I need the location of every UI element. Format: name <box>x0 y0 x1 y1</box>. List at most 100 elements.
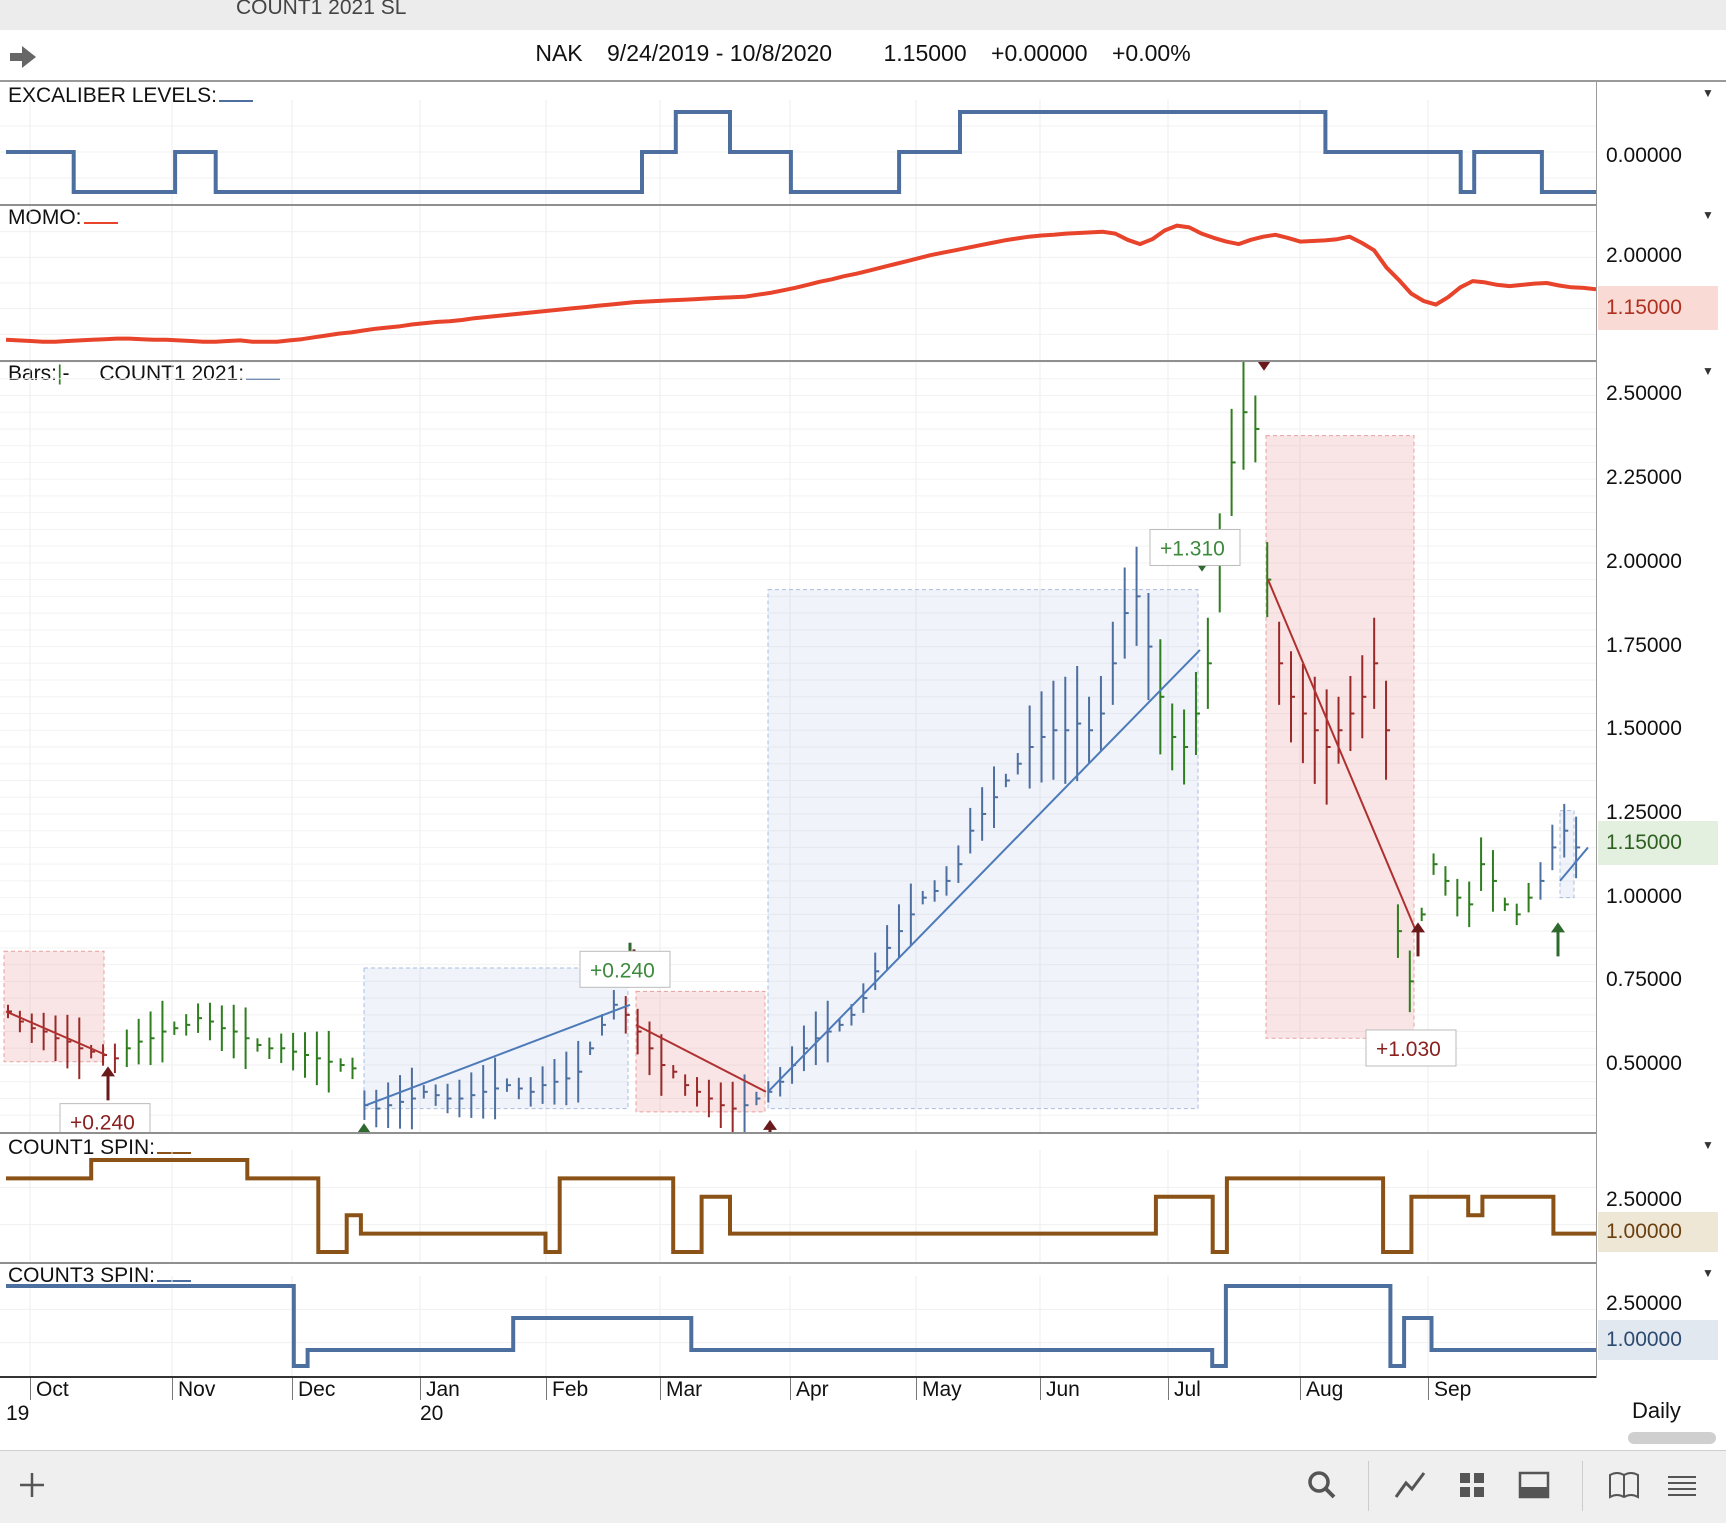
month-label: Sep <box>1434 1378 1472 1401</box>
month-label: Mar <box>666 1378 703 1401</box>
count3-line <box>6 1284 1596 1368</box>
month-tick <box>660 1378 661 1400</box>
count1-plot <box>0 1150 1596 1262</box>
bars-plot: +0.240 +0.240 +1.310 +1.030 <box>0 362 1596 1132</box>
month-label: Oct <box>36 1378 69 1401</box>
pane-divider[interactable] <box>0 1262 1596 1264</box>
momo-last-tag: 1.15000 <box>1598 286 1718 330</box>
month-tick <box>1300 1378 1301 1400</box>
trade-box <box>1559 810 1575 899</box>
menu-icon[interactable] <box>1662 1465 1702 1505</box>
trade-box <box>635 990 766 1113</box>
pl-annotation: +0.240 <box>590 959 655 982</box>
pane-divider[interactable] <box>0 360 1596 362</box>
excaliber-tick: 0.00000 <box>1606 144 1682 167</box>
momo-plot <box>0 206 1596 360</box>
month-tick <box>30 1378 31 1400</box>
book-icon[interactable] <box>1604 1465 1644 1505</box>
year-label: 20 <box>420 1402 444 1425</box>
month-label: Jun <box>1046 1378 1080 1401</box>
trade-box <box>1265 435 1415 1039</box>
bottom-toolbar <box>0 1450 1726 1523</box>
trade-box <box>767 589 1199 1110</box>
pl-annotation-box <box>1365 1029 1457 1067</box>
chart-header: NAK 9/24/2019 - 10/8/2020 1.15000 +0.000… <box>0 30 1726 82</box>
sell-arrow-icon <box>1257 362 1271 371</box>
month-tick <box>172 1378 173 1400</box>
window-title-bar: COUNT1 2021 SL <box>0 0 1726 31</box>
buy-arrow-icon <box>1551 922 1565 933</box>
month-label: Feb <box>552 1378 589 1401</box>
count3-last-tag: 1.00000 <box>1598 1320 1718 1360</box>
count3-tick: 2.50000 <box>1606 1292 1682 1315</box>
month-tick <box>790 1378 791 1400</box>
pane-menu-icon[interactable]: ▼ <box>1702 1266 1714 1280</box>
pl-annotation: +0.240 <box>70 1112 135 1132</box>
y-tick-label: 1.25000 <box>1606 800 1682 824</box>
month-tick <box>1168 1378 1169 1400</box>
trend-line <box>635 1023 767 1093</box>
pl-annotation: +1.310 <box>1160 537 1225 560</box>
forward-arrow-icon[interactable] <box>8 44 38 70</box>
count3-label: COUNT3 SPIN: <box>8 1264 192 1288</box>
momo-tick: 2.00000 <box>1606 244 1682 267</box>
month-label: Apr <box>796 1378 829 1401</box>
time-axis-line <box>0 1376 1596 1378</box>
trend-line <box>1267 579 1417 932</box>
pl-annotation-box <box>579 950 671 988</box>
pl-annotation-box <box>59 1103 151 1132</box>
pane-menu-icon[interactable]: ▼ <box>1702 364 1714 378</box>
price-axis-divider <box>1596 80 1597 1380</box>
trade-box <box>3 950 105 1063</box>
y-tick-label: 2.25000 <box>1606 466 1682 490</box>
month-tick <box>546 1378 547 1400</box>
buy-arrow-icon <box>1411 922 1425 933</box>
buy-arrow-icon <box>101 1066 115 1077</box>
excaliber-plot <box>0 100 1596 204</box>
add-icon[interactable] <box>12 1465 52 1505</box>
y-tick-label: 2.00000 <box>1606 549 1682 573</box>
pane-divider[interactable] <box>0 1132 1596 1134</box>
grid-layout-icon[interactable] <box>1452 1465 1492 1505</box>
count3-plot <box>0 1276 1596 1376</box>
buy-arrow-icon <box>763 1119 777 1130</box>
momo-line <box>5 223 1596 344</box>
month-tick <box>916 1378 917 1400</box>
y-tick-label: 1.50000 <box>1606 717 1682 741</box>
window-title: COUNT1 2021 SL <box>236 0 407 19</box>
quote-info: NAK 9/24/2019 - 10/8/2020 1.15000 +0.000… <box>0 40 1726 67</box>
month-label: May <box>922 1378 962 1401</box>
y-tick-label: 1.00000 <box>1606 884 1682 908</box>
pane-menu-icon[interactable]: ▼ <box>1702 86 1714 100</box>
y-tick-label: 0.50000 <box>1606 1052 1682 1076</box>
month-label: Aug <box>1306 1378 1344 1401</box>
count1-label: COUNT1 SPIN: <box>8 1136 192 1160</box>
month-label: Nov <box>178 1378 216 1401</box>
excaliber-label: EXCALIBER LEVELS: <box>8 84 253 108</box>
buy-arrow-icon <box>357 1123 371 1132</box>
horizontal-scrollbar[interactable] <box>1628 1432 1716 1444</box>
change-pct: +0.00% <box>1112 40 1191 66</box>
momo-label: MOMO: <box>8 206 118 230</box>
pane-divider[interactable] <box>0 204 1596 206</box>
month-tick <box>420 1378 421 1400</box>
month-tick <box>292 1378 293 1400</box>
line-chart-icon[interactable] <box>1390 1465 1430 1505</box>
bars-last-tag: 1.15000 <box>1598 821 1718 865</box>
search-icon[interactable] <box>1302 1465 1342 1505</box>
last-price: 1.15000 <box>883 40 967 66</box>
trend-line <box>365 1003 631 1107</box>
pane-menu-icon[interactable]: ▼ <box>1702 208 1714 222</box>
month-label: Jul <box>1174 1378 1201 1401</box>
y-tick-label: 1.75000 <box>1606 633 1682 657</box>
month-label: Dec <box>298 1378 336 1401</box>
trend-line <box>767 649 1201 1093</box>
change: +0.00000 <box>991 40 1088 66</box>
count1-line <box>6 1158 1596 1254</box>
timeframe-block[interactable]: Daily <box>1596 1378 1726 1450</box>
panel-layout-icon[interactable] <box>1514 1465 1554 1505</box>
trend-line <box>5 1010 107 1056</box>
pane-menu-icon[interactable]: ▼ <box>1702 1138 1714 1152</box>
year-label: 19 <box>6 1402 30 1425</box>
month-tick <box>1428 1378 1429 1400</box>
